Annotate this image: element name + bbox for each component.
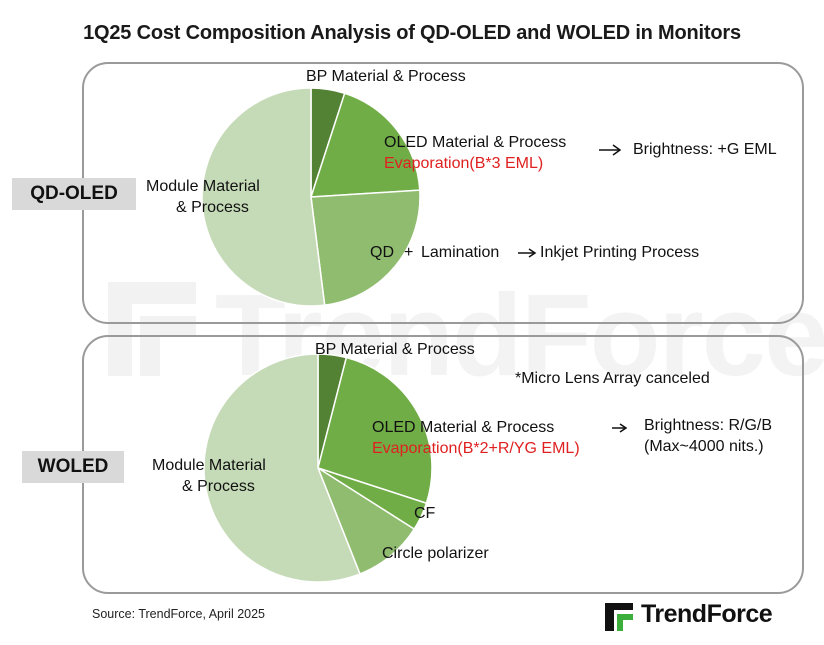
qd-oled-brightness-arrow	[599, 144, 622, 156]
wo-slice-module	[203, 353, 361, 583]
qd-oled-label: OLED Material & Process	[384, 134, 567, 151]
qd-slice-qd-lamination	[310, 189, 421, 306]
wo-oled-label: OLED Material & Process	[372, 419, 555, 436]
qd-module-label-line1: Module Material	[146, 178, 260, 195]
wo-brightness-annotation-line1: Brightness: R/G/B	[644, 417, 773, 434]
wo-oled-process-annotation: Evaporation(B*2+R/YG EML)	[372, 440, 580, 457]
qd-brightness-annotation: Brightness: +G EML	[633, 141, 777, 158]
watermark-logo-icon	[108, 282, 196, 376]
wo-brightness-annotation-line2: (Max~4000 nits.)	[644, 438, 764, 455]
trendforce-logo-icon	[605, 603, 633, 631]
wo-module-label-line1: Module Material	[152, 457, 266, 474]
wo-mla-note: *Micro Lens Array canceled	[515, 370, 710, 387]
wo-slice-circle-polarizer	[316, 466, 416, 575]
source-note: Source: TrendForce, April 2025	[92, 607, 266, 621]
wo-module-label-line2: & Process	[182, 478, 255, 495]
woled-brightness-arrow	[612, 423, 628, 433]
brand-name: TrendForce	[641, 600, 773, 628]
qd-slice-module	[201, 87, 326, 307]
wo-cp-label: Circle polarizer	[382, 545, 489, 562]
qd-bp-label: BP Material & Process	[306, 68, 466, 85]
wo-slice-oled	[317, 356, 433, 505]
qd-lamination-label: Lamination	[421, 244, 500, 261]
qd-slice-oled	[309, 92, 421, 198]
woled-pie	[203, 353, 433, 583]
wo-bp-label: BP Material & Process	[315, 341, 475, 358]
qd-inkjet-annotation: Inkjet Printing Process	[540, 244, 700, 261]
qd-lamination-arrow	[518, 248, 537, 258]
qd-plus-label: +	[404, 244, 414, 261]
qd-module-label-line2: & Process	[176, 199, 249, 216]
qd-qd-label: QD	[370, 244, 394, 261]
woled-tag: WOLED	[22, 451, 124, 483]
wo-cf-label: CF	[414, 505, 436, 522]
qd-oled-pie	[201, 87, 421, 307]
qd-oled-tag: QD-OLED	[12, 178, 136, 210]
chart-title: 1Q25 Cost Composition Analysis of QD-OLE…	[83, 22, 741, 44]
qd-oled-process-annotation: Evaporation(B*3 EML)	[384, 155, 544, 172]
